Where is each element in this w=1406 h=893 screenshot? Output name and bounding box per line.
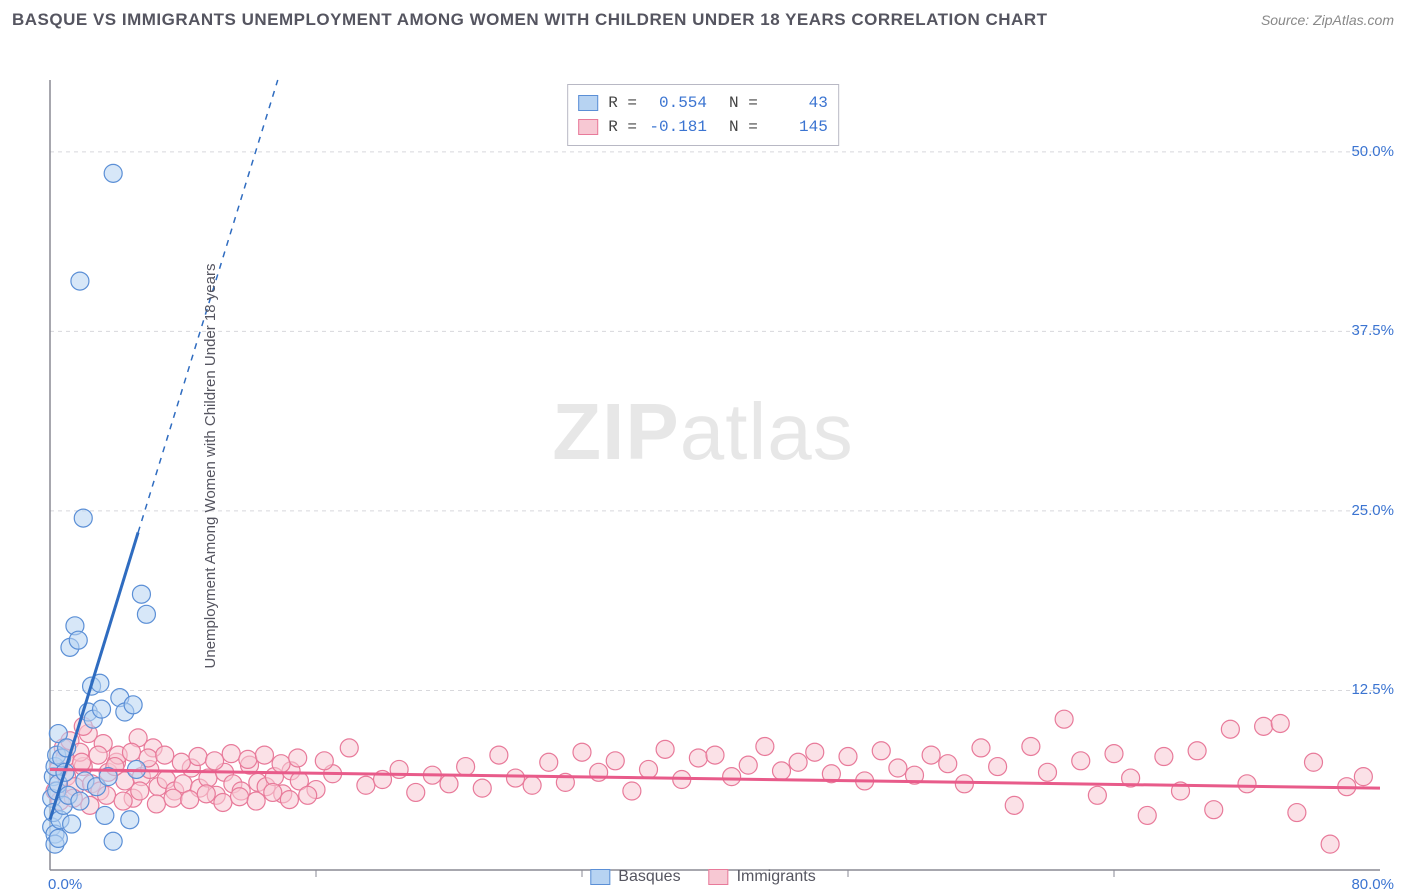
r-label: R = (608, 115, 637, 139)
legend-swatch (578, 119, 598, 135)
y-axis-label: Unemployment Among Women with Children U… (202, 264, 219, 669)
correlation-row: R = -0.181 N = 145 (578, 115, 828, 139)
chart-container: Unemployment Among Women with Children U… (0, 40, 1406, 892)
correlation-row: R = 0.554 N = 43 (578, 91, 828, 115)
chart-title: BASQUE VS IMMIGRANTS UNEMPLOYMENT AMONG … (12, 10, 1047, 30)
source-credit: Source: ZipAtlas.com (1261, 12, 1394, 28)
x-legend-item: Immigrants (709, 868, 816, 886)
n-label: N = (729, 91, 758, 115)
legend-swatch (578, 95, 598, 111)
legend-swatch (709, 869, 729, 885)
y-tick-label: 12.5% (1351, 681, 1394, 698)
correlation-legend: R = 0.554 N = 43 R = -0.181 N = 145 (567, 84, 839, 146)
n-label: N = (729, 115, 758, 139)
x-tick-label: 0.0% (48, 876, 82, 893)
x-legend-item: Basques (590, 868, 680, 886)
x-legend-label: Basques (618, 868, 680, 886)
y-tick-label: 25.0% (1351, 502, 1394, 519)
n-value: 43 (768, 91, 828, 115)
x-legend: Basques Immigrants (590, 868, 815, 886)
r-label: R = (608, 91, 637, 115)
r-value: -0.181 (647, 115, 707, 139)
x-legend-label: Immigrants (737, 868, 816, 886)
y-tick-label: 50.0% (1351, 143, 1394, 160)
n-value: 145 (768, 115, 828, 139)
r-value: 0.554 (647, 91, 707, 115)
legend-swatch (590, 869, 610, 885)
y-tick-label: 37.5% (1351, 322, 1394, 339)
x-tick-label: 80.0% (1351, 876, 1394, 893)
